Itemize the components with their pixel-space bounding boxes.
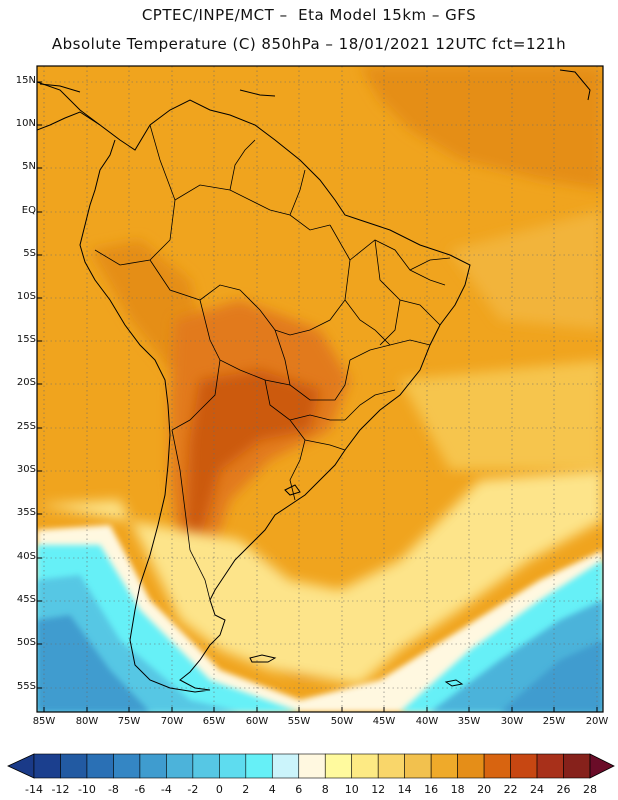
colorbar-label: 20 xyxy=(477,783,492,796)
colorbar-label: 26 xyxy=(556,783,571,796)
lon-label: 70W xyxy=(160,716,184,727)
lat-label: 55S xyxy=(16,681,36,692)
lat-label: 25S xyxy=(16,421,36,432)
south-america-coastline xyxy=(37,81,471,693)
lat-label: 5S xyxy=(23,248,36,259)
colorbar-min-arrow xyxy=(7,753,35,779)
colorbar-swatch xyxy=(298,753,326,779)
lat-label: 50S xyxy=(16,637,36,648)
lon-label: 80W xyxy=(75,716,99,727)
colorbar-swatch xyxy=(113,753,141,779)
colorbar-label: 4 xyxy=(268,783,276,796)
colorbar-label: 0 xyxy=(215,783,223,796)
lat-label: 45S xyxy=(16,594,36,605)
colorbar-label: -6 xyxy=(134,783,146,796)
colorbar-swatch xyxy=(510,753,538,779)
lon-label: 45W xyxy=(372,716,396,727)
colorbar-max-arrow xyxy=(589,753,615,779)
colorbar-swatch xyxy=(271,753,300,779)
colorbar-swatch xyxy=(166,753,194,779)
colorbar-swatch xyxy=(457,753,485,779)
colorbar-label: 28 xyxy=(583,783,597,796)
lat-label: 5N xyxy=(22,161,36,172)
colorbar-label: 8 xyxy=(321,783,329,796)
colorbar-label: 12 xyxy=(371,783,386,796)
colorbar-label: -10 xyxy=(77,783,96,796)
colorbar-swatch xyxy=(245,753,273,779)
lon-label: 20W xyxy=(585,716,609,727)
colorbar-label: -2 xyxy=(187,783,199,796)
lat-label: 20S xyxy=(16,377,36,388)
colorbar-label: 18 xyxy=(450,783,465,796)
lat-label: 30S xyxy=(16,464,36,475)
lon-label: 65W xyxy=(202,716,226,727)
lon-label: 50W xyxy=(330,716,354,727)
temperature-field xyxy=(37,66,603,712)
colorbar-label: -14 xyxy=(25,783,43,796)
lat-label: EQ xyxy=(21,205,36,216)
colorbar-label: 6 xyxy=(295,783,303,796)
colorbar-swatch xyxy=(377,753,405,779)
colorbar-swatch xyxy=(430,753,458,779)
colorbar-label: -4 xyxy=(160,783,172,796)
lon-label: 85W xyxy=(32,716,56,727)
colorbar-swatch xyxy=(33,753,61,779)
lon-label: 30W xyxy=(500,716,524,727)
colorbar-swatch xyxy=(536,753,564,779)
colorbar-swatch xyxy=(219,753,247,779)
lon-label: 75W xyxy=(117,716,141,727)
lat-label: 10S xyxy=(16,291,36,302)
lon-label: 60W xyxy=(245,716,269,727)
colorbar-swatch xyxy=(139,753,167,779)
colorbar-swatch xyxy=(324,753,353,779)
colorbar-swatch xyxy=(483,753,511,779)
lat-label: 10N xyxy=(15,118,36,129)
lat-label: 40S xyxy=(16,551,36,562)
country-borders xyxy=(94,124,451,601)
colorbar-label: 10 xyxy=(344,783,359,796)
colorbar-label: 16 xyxy=(424,783,439,796)
lon-label: 25W xyxy=(542,716,566,727)
colorbar-label: -8 xyxy=(107,783,119,796)
colorbar-swatch xyxy=(404,753,432,779)
colorbar-label: -12 xyxy=(51,783,70,796)
colorbar-label: 24 xyxy=(530,783,545,796)
lat-label: 35S xyxy=(16,507,36,518)
colorbar xyxy=(7,753,615,779)
title-line-2: Absolute Temperature (C) 850hPa – 18/01/… xyxy=(51,35,567,53)
lon-label: 55W xyxy=(287,716,311,727)
colorbar-label: 22 xyxy=(503,783,518,796)
colorbar-swatch xyxy=(563,753,591,779)
colorbar-swatch xyxy=(60,753,88,779)
colorbar-label: 2 xyxy=(242,783,250,796)
colorbar-label: 14 xyxy=(397,783,412,796)
title-line-1: CPTEC/INPE/MCT – Eta Model 15km – GFS xyxy=(141,6,477,24)
colorbar-swatch xyxy=(86,753,114,779)
map-frame xyxy=(36,65,604,713)
lon-label: 35W xyxy=(457,716,481,727)
colorbar-swatch xyxy=(192,753,220,779)
lon-label: 40W xyxy=(415,716,439,727)
lat-label: 15S xyxy=(16,334,36,345)
colorbar-swatch xyxy=(351,753,379,779)
lat-label: 15N xyxy=(15,75,36,86)
